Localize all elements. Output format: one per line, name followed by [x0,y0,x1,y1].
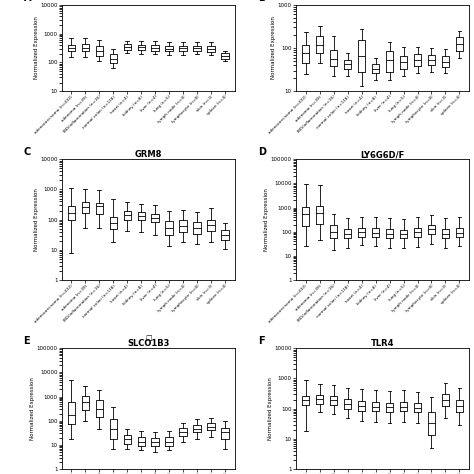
Text: D: D [258,147,265,157]
Title: SLCO1B3: SLCO1B3 [127,339,170,348]
Text: □: □ [145,335,152,341]
Y-axis label: Normalized Expression: Normalized Expression [271,17,276,80]
Text: A: A [23,0,31,3]
Y-axis label: Normalized Expression: Normalized Expression [264,188,269,251]
Title: GRM8: GRM8 [135,150,162,159]
Text: F: F [258,336,264,346]
Text: B: B [258,0,265,3]
Y-axis label: Normalized Expression: Normalized Expression [268,377,273,440]
Title: LY6G6D/F: LY6G6D/F [360,150,405,159]
Y-axis label: Normalized Expression: Normalized Expression [34,188,38,251]
Text: E: E [23,336,30,346]
Title: TLR4: TLR4 [371,339,394,348]
Text: C: C [23,147,31,157]
Y-axis label: Normalized Expression: Normalized Expression [30,377,35,440]
Y-axis label: Normalized Expression: Normalized Expression [34,17,38,80]
